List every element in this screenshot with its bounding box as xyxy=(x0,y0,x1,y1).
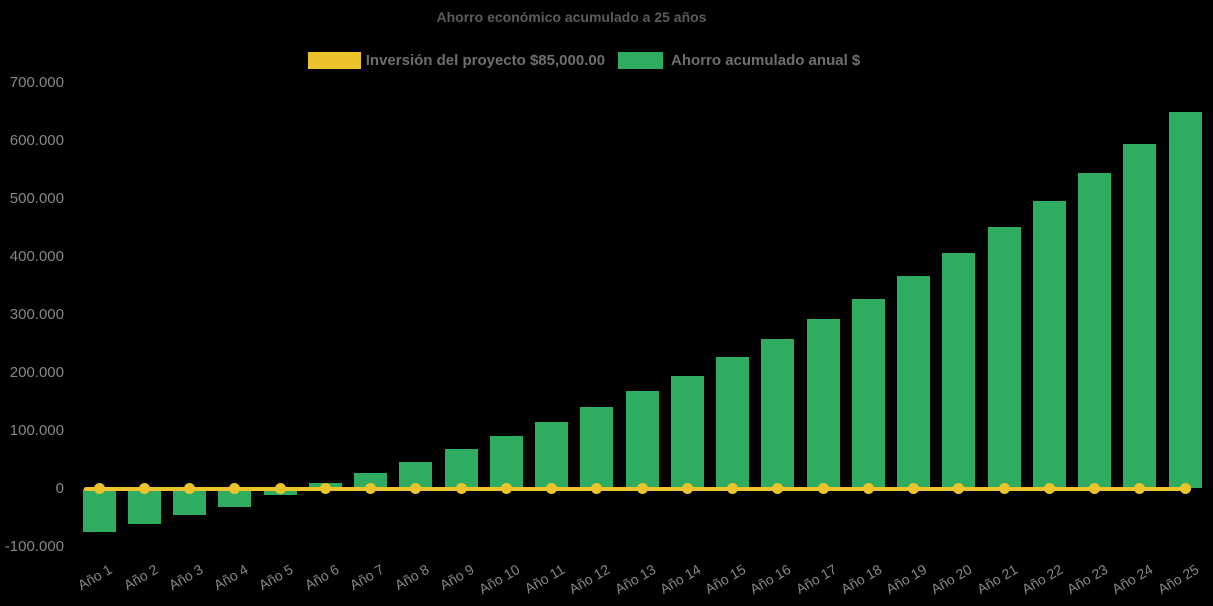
savings-bar xyxy=(1123,143,1157,489)
y-axis-tick-label: 700.000 xyxy=(9,73,64,91)
x-axis-tick-label: Año 20 xyxy=(928,561,975,598)
savings-bar xyxy=(82,488,116,532)
x-axis-tick-label: Año 4 xyxy=(211,561,251,594)
investment-line-marker xyxy=(817,483,829,494)
investment-line-marker xyxy=(862,483,874,494)
legend-label-investment: Inversión del proyecto $85,000.00 xyxy=(365,52,606,69)
savings-bar xyxy=(444,449,478,489)
investment-line-marker xyxy=(229,483,241,494)
x-axis-tick-label: Año 9 xyxy=(437,561,477,594)
investment-line-marker xyxy=(681,483,693,494)
savings-bar xyxy=(218,488,252,508)
chart-legend: Inversión del proyecto $85,000.00 Ahorro… xyxy=(0,52,1213,69)
y-axis-tick-label: 100.000 xyxy=(9,421,64,439)
investment-line-marker xyxy=(953,483,965,494)
x-axis-tick-label: Año 10 xyxy=(475,561,523,598)
x-axis-tick-label: Año 14 xyxy=(656,561,704,598)
savings-bar xyxy=(851,298,885,489)
savings-bar xyxy=(1032,200,1066,489)
y-axis-tick-label: 300.000 xyxy=(9,305,64,323)
legend-label-savings: Ahorro acumulado anual $ xyxy=(671,52,861,69)
investment-line-marker xyxy=(636,483,648,494)
investment-line-marker xyxy=(500,483,512,494)
savings-bar xyxy=(489,436,523,489)
savings-bar xyxy=(354,472,387,489)
investment-line-marker xyxy=(455,483,467,494)
investment-line-marker xyxy=(591,483,603,494)
savings-bar xyxy=(987,226,1021,489)
x-axis-tick-label: Año 21 xyxy=(973,561,1020,598)
y-axis-tick-label: 400.000 xyxy=(9,247,64,265)
x-axis-tick-label: Año 23 xyxy=(1064,561,1111,598)
savings-bar xyxy=(942,253,976,489)
savings-bar-swatch xyxy=(618,52,664,69)
x-axis-tick-label: Año 17 xyxy=(792,561,839,598)
savings-bar xyxy=(625,391,659,489)
savings-bar xyxy=(127,488,161,524)
x-axis-tick-label: Año 8 xyxy=(392,561,432,594)
x-axis-tick-label: Año 11 xyxy=(521,561,568,597)
legend-item-savings[interactable]: Ahorro acumulado anual $ xyxy=(618,52,860,69)
investment-line-marker xyxy=(138,483,150,494)
investment-line-marker xyxy=(998,483,1010,494)
investment-line-marker xyxy=(410,483,422,494)
chart-title: Ahorro económico acumulado a 25 años xyxy=(436,9,707,25)
savings-bar xyxy=(670,375,704,489)
investment-line-marker xyxy=(274,483,286,494)
x-axis-tick-label: Año 13 xyxy=(611,561,658,598)
savings-bar xyxy=(761,338,795,489)
investment-line-marker xyxy=(93,483,105,494)
investment-line-marker xyxy=(1089,483,1100,494)
y-axis-tick-label: 600.000 xyxy=(9,131,64,149)
x-axis-tick-label: Año 15 xyxy=(702,561,749,598)
x-axis-tick-label: Año 24 xyxy=(1109,561,1156,598)
investment-line-marker xyxy=(908,483,919,494)
investment-line-marker xyxy=(184,483,195,494)
investment-line-marker xyxy=(546,483,557,494)
x-axis-tick-label: Año 1 xyxy=(75,561,115,594)
x-axis-tick-label: Año 7 xyxy=(346,561,387,594)
x-axis-tick-label: Año 25 xyxy=(1154,561,1201,598)
savings-bar xyxy=(580,407,614,489)
investment-line-marker xyxy=(1043,483,1055,494)
investment-line-marker xyxy=(727,483,738,494)
x-axis-tick-label: Año 12 xyxy=(566,561,613,598)
x-axis-tick-label: Año 3 xyxy=(165,561,206,594)
x-axis-tick-label: Año 19 xyxy=(883,561,930,598)
y-axis-tick-label: -100.000 xyxy=(4,537,64,555)
savings-bar xyxy=(806,319,840,489)
x-axis-tick-label: Año 2 xyxy=(120,561,161,594)
savings-bar xyxy=(535,422,568,489)
savings-bar xyxy=(897,276,930,489)
investment-line-marker xyxy=(1134,483,1146,494)
y-axis-tick-label: 0 xyxy=(55,479,64,497)
investment-line-marker xyxy=(772,483,784,494)
investment-line-marker xyxy=(1179,483,1191,494)
savings-bar xyxy=(716,356,749,489)
savings-bar xyxy=(1168,112,1202,489)
y-axis-tick-label: 200.000 xyxy=(9,363,64,381)
savings-bar xyxy=(1078,172,1111,489)
investment-line-swatch xyxy=(307,52,361,69)
x-axis-tick-label: Año 5 xyxy=(256,561,296,594)
x-axis-tick-label: Año 16 xyxy=(747,561,794,598)
investment-line-marker xyxy=(365,483,376,494)
investment-line-marker xyxy=(319,483,331,494)
x-axis-tick-label: Año 6 xyxy=(301,561,342,594)
x-axis-tick-label: Año 18 xyxy=(837,561,885,598)
y-axis-tick-label: 500.000 xyxy=(9,189,64,207)
x-axis-tick-label: Año 22 xyxy=(1018,561,1066,598)
legend-item-investment[interactable]: Inversión del proyecto $85,000.00 xyxy=(307,52,606,69)
